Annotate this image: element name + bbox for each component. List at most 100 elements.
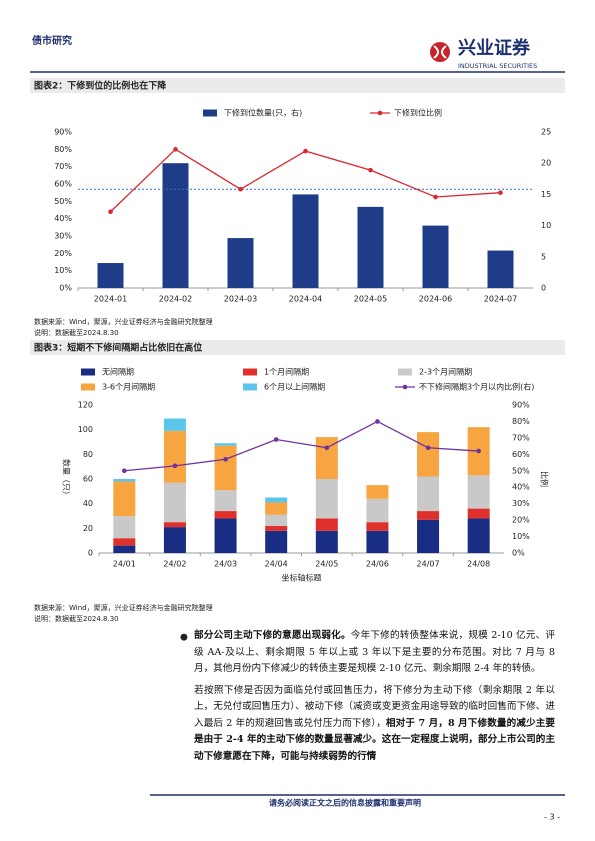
bar <box>113 481 136 516</box>
bar <box>366 485 389 499</box>
bar <box>467 475 490 509</box>
x-tick-label: 2024-01 <box>94 295 127 304</box>
bar <box>315 518 338 531</box>
text-run: 今年下修的转债整体来说，规模 2-10 亿元、评级 AA-及以上、剩余期限 5 … <box>194 630 556 674</box>
bar <box>214 443 237 446</box>
point <box>303 148 308 154</box>
y-tick-label: 60 <box>83 475 93 484</box>
legend-swatch <box>203 109 217 117</box>
bar <box>315 530 338 553</box>
bar <box>113 545 136 553</box>
y-tick-label: 20% <box>54 249 72 258</box>
bar <box>265 497 288 503</box>
x-axis-title: 坐标轴标题 <box>282 573 322 583</box>
legend-label: 不下修间隔期3个月以内比例(右) <box>419 382 534 392</box>
y-tick-label: 40 <box>83 499 93 508</box>
bar <box>163 482 186 523</box>
x-tick-label: 24/08 <box>467 560 490 569</box>
bar <box>315 437 338 479</box>
y-tick-label: 80% <box>54 145 72 154</box>
bar <box>227 238 254 288</box>
bar <box>163 430 186 483</box>
bar <box>113 516 136 539</box>
bar <box>163 418 186 431</box>
legend-label: 3-6个月间隔期 <box>102 383 155 392</box>
paragraph: 部分公司主动下修的意愿出现弱化。今年下修的转债整体来说，规模 2-10 亿元、评… <box>180 628 555 678</box>
source-note: 数据来源：Wind，聚源，兴业证券经济与金融研究院整理 <box>34 317 213 326</box>
bar <box>487 250 514 288</box>
bar <box>467 508 490 519</box>
logo-mark-detail <box>433 45 447 59</box>
bar <box>97 263 124 288</box>
y2-tick-label: 40% <box>512 483 530 492</box>
bullet: ● <box>180 633 188 643</box>
y-tick-label: 60% <box>54 180 72 189</box>
page-number: - 3 - <box>544 813 560 822</box>
point <box>122 468 127 474</box>
y2-tick-label: 90% <box>512 401 530 410</box>
legend-label: 下修到位数量(只，右) <box>224 108 302 118</box>
legend-swatch <box>81 383 95 391</box>
y2-tick-label: 20 <box>541 159 551 168</box>
y2-tick-label: 10% <box>512 532 530 541</box>
y-tick-label: 70% <box>54 162 72 171</box>
y2-tick-label: 30% <box>512 499 530 508</box>
bar <box>214 445 237 491</box>
logo-cn: 兴业证券 <box>458 37 531 59</box>
y2-tick-label: 80% <box>512 417 530 426</box>
logo-en: INDUSTRIAL SECURITIES <box>458 62 537 70</box>
x-tick-label: 24/03 <box>214 560 237 569</box>
y2-tick-label: 0 <box>541 284 546 293</box>
x-tick-label: 2024-07 <box>484 295 517 304</box>
section: 债市研究 <box>32 34 72 47</box>
legend-swatch <box>398 368 412 376</box>
date-note: 说明：数据截至2024.8.30 <box>34 328 119 337</box>
logo-mark <box>430 42 450 62</box>
legend-label: 无间隔期 <box>102 368 134 377</box>
y2-tick-label: 70% <box>512 433 530 442</box>
bar <box>214 511 237 519</box>
point <box>433 194 438 200</box>
y-axis-title: 数量（只） <box>62 459 72 499</box>
x-tick-label: 2024-03 <box>224 295 257 304</box>
y-tick-label: 30% <box>54 232 72 241</box>
point <box>273 437 279 442</box>
legend-label: 1个月间隔期 <box>264 368 309 377</box>
y-tick-label: 10% <box>54 266 72 275</box>
bar <box>467 518 490 553</box>
line <box>124 420 479 472</box>
y2-tick-label: 50% <box>512 466 530 475</box>
legend-swatch <box>377 110 383 116</box>
bar <box>214 518 237 553</box>
x-tick-label: 2024-02 <box>159 295 192 304</box>
x-tick-label: 2024-06 <box>419 295 452 304</box>
y2-tick-label: 60% <box>512 450 530 459</box>
bar <box>113 479 136 482</box>
y2-tick-label: 15 <box>541 190 551 199</box>
bar <box>214 490 237 512</box>
bar <box>162 163 189 288</box>
paragraph: 若按照下修是否因为面临兑付或回售压力，将下修分为主动下修（剩余期限 2 年以上，… <box>180 683 555 766</box>
y-tick-label: 0 <box>88 549 93 558</box>
legend-swatch <box>402 384 408 390</box>
y2-tick-label: 25 <box>541 128 551 137</box>
date-note: 说明：数据截至2024.8.30 <box>34 614 119 623</box>
legend-label: 2-3个月间隔期 <box>419 368 472 377</box>
point <box>368 167 373 173</box>
point <box>223 456 228 462</box>
legend-label: 下修到位比例 <box>394 108 442 118</box>
y-tick-label: 100 <box>78 425 93 434</box>
x-tick-label: 24/07 <box>417 560 440 569</box>
point <box>238 186 243 192</box>
y-tick-label: 80 <box>83 450 93 459</box>
y-tick-label: 120 <box>78 401 93 410</box>
source-note: 数据来源：Wind，聚源，兴业证券经济与金融研究院整理 <box>34 603 213 612</box>
bar <box>417 519 440 553</box>
bar <box>265 514 288 526</box>
bar <box>265 525 288 531</box>
legend-swatch <box>243 368 257 376</box>
point <box>375 419 380 424</box>
chart-title: 图表2：下修到位的比例也在下降 <box>34 80 167 92</box>
legend-swatch <box>81 368 95 376</box>
